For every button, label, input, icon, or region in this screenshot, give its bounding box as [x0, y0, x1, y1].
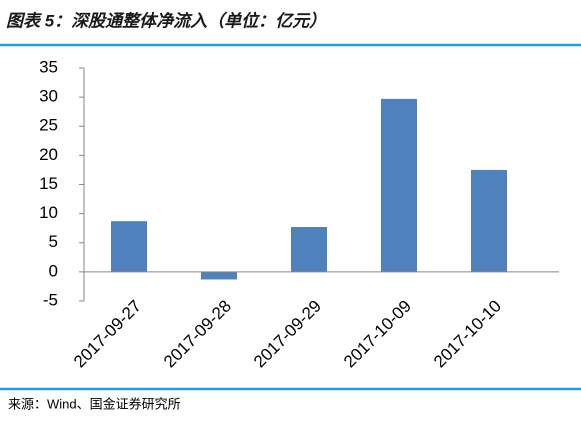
y-tick-label: 10: [39, 203, 58, 222]
x-tick-label: 2017-10-10: [430, 296, 505, 371]
x-tick-label: 2017-10-09: [340, 296, 415, 371]
y-tick-label: 35: [39, 57, 58, 76]
y-tick-label: 25: [39, 116, 58, 135]
y-tick-label: 20: [39, 145, 58, 164]
x-tick-label: 2017-09-29: [250, 296, 325, 371]
bar: [291, 227, 327, 272]
y-tick-label: 15: [39, 174, 58, 193]
bar: [201, 271, 237, 280]
source-note: 来源：Wind、国金证券研究所: [8, 396, 181, 411]
y-tick-label: -5: [43, 290, 58, 309]
bar: [471, 169, 507, 272]
x-tick-label: 2017-09-27: [70, 296, 145, 371]
chart-title: 图表 5：深股通整体净流入（单位：亿元）: [6, 11, 326, 30]
y-tick-label: 0: [49, 261, 58, 280]
y-tick-label: 5: [49, 232, 58, 251]
bar: [381, 98, 417, 272]
x-tick-label: 2017-09-28: [160, 296, 235, 371]
y-tick-label: 30: [39, 87, 58, 106]
bar: [111, 221, 147, 272]
